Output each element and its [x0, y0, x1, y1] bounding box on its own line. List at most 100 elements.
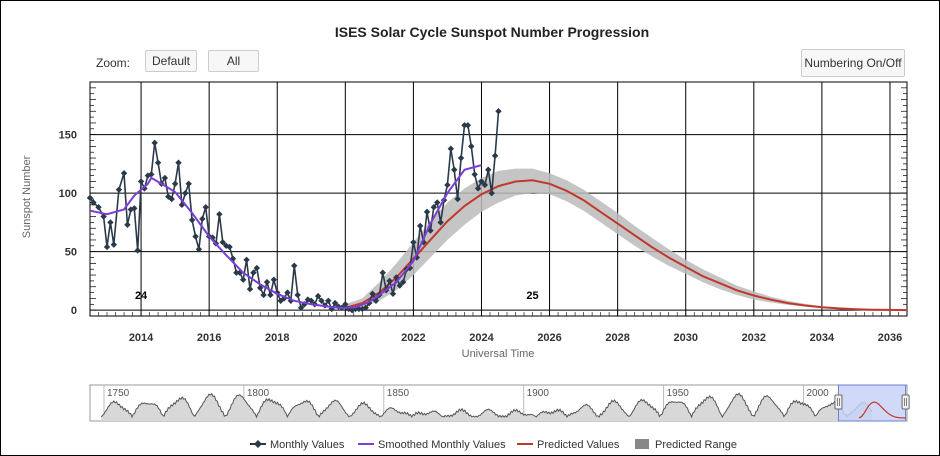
monthly-value-point [451, 166, 458, 173]
monthly-value-point [434, 199, 441, 206]
monthly-value-point [495, 108, 502, 115]
monthly-value-point [386, 277, 393, 285]
legend-item-label: Monthly Values [270, 439, 345, 451]
monthly-value-point [399, 278, 407, 286]
x-tick-label: 2024 [469, 332, 494, 344]
monthly-value-point [199, 215, 206, 223]
monthly-value-point [107, 219, 114, 226]
predicted-values-line [338, 179, 908, 312]
numbering-toggle-button[interactable]: Numbering On/Off [801, 49, 905, 77]
chart-title: ISES Solar Cycle Sunspot Number Progress… [335, 24, 649, 40]
x-tick-label: 2032 [742, 332, 766, 344]
monthly-value-point [464, 122, 472, 129]
monthly-value-point [239, 276, 247, 283]
monthly-value-point [154, 159, 162, 166]
legend-symbol-range [635, 439, 649, 449]
monthly-value-point [488, 189, 495, 197]
monthly-value-point [314, 292, 322, 300]
monthly-value-point [491, 152, 499, 159]
navigator-year-label: 1800 [247, 388, 270, 399]
x-tick-label: 2028 [605, 332, 629, 344]
navigator-year-label: 2000 [806, 388, 829, 399]
monthly-value-point [468, 143, 475, 150]
monthly-value-point [246, 285, 254, 293]
monthly-value-point [195, 246, 203, 253]
monthly-value-point [481, 181, 489, 189]
monthly-value-point [284, 289, 291, 296]
x-tick-label: 2022 [401, 332, 425, 344]
navigator-year-label: 1850 [387, 388, 410, 399]
navigator-right-handle [901, 394, 910, 410]
monthly-value-point [86, 194, 94, 202]
x-tick-label: 2034 [810, 332, 835, 344]
monthly-value-point [253, 264, 261, 272]
monthly-value-point [182, 189, 189, 197]
zoom-label: Zoom: [96, 56, 131, 70]
monthly-value-point [389, 290, 397, 297]
monthly-value-point [115, 186, 123, 193]
monthly-value-point [202, 203, 209, 211]
navigator-prediction-line [858, 401, 906, 419]
monthly-value-point [124, 221, 131, 228]
monthly-value-point [168, 195, 175, 203]
legend-item-label: Smoothed Monthly Values [378, 439, 506, 451]
monthly-value-point [175, 159, 182, 166]
monthly-value-point [165, 193, 172, 200]
monthly-value-point [263, 278, 271, 286]
navigator[interactable]: 1750 1800 1850 1900 1950 2000 [89, 384, 910, 422]
monthly-value-point [137, 178, 145, 185]
monthly-value-point [342, 301, 349, 308]
x-tick-label: 2026 [537, 332, 561, 344]
monthly-value-point [226, 243, 233, 251]
monthly-value-point [171, 180, 179, 187]
monthly-value-point [461, 122, 468, 129]
monthly-value-point [454, 195, 461, 203]
zoom-all-button[interactable]: All [208, 50, 259, 72]
x-tick-label: 2036 [878, 332, 902, 344]
x-tick-label: 2018 [265, 332, 289, 344]
monthly-value-point [110, 241, 118, 248]
monthly-value-point [308, 297, 315, 304]
smoothed-values-line [89, 164, 482, 310]
monthly-value-point [478, 178, 485, 185]
monthly-value-point [148, 171, 155, 178]
navigator-year-label: 1900 [527, 388, 550, 399]
x-axis-title: Universal Time [462, 348, 535, 360]
monthly-value-point [131, 205, 138, 212]
monthly-value-point [474, 185, 482, 192]
monthly-value-point [291, 262, 298, 269]
y-tick-label: 150 [59, 130, 77, 142]
monthly-value-point [90, 199, 97, 206]
monthly-value-point [151, 139, 158, 147]
monthly-value-point [318, 297, 325, 304]
monthly-value-point [369, 290, 376, 297]
navigator-history-line [100, 392, 873, 419]
monthly-value-point [134, 247, 141, 254]
monthly-value-point [417, 222, 424, 230]
monthly-value-point [216, 211, 223, 218]
monthly-value-point [430, 203, 438, 211]
monthly-value-point [457, 154, 465, 162]
x-tick-label: 2020 [333, 332, 357, 344]
monthly-value-point [410, 239, 417, 246]
y-tick-label: 100 [59, 188, 77, 200]
monthly-value-point [120, 170, 128, 177]
monthly-value-point [297, 304, 305, 312]
zoom-default-button[interactable]: Default [145, 50, 197, 72]
monthly-value-point [267, 291, 274, 299]
monthly-value-point [185, 180, 192, 187]
monthly-value-point [161, 174, 169, 182]
monthly-value-point [103, 243, 111, 251]
y-tick-label: 0 [71, 305, 77, 317]
monthly-value-point [250, 269, 257, 276]
monthly-value-point [294, 291, 301, 299]
monthly-value-point [260, 291, 267, 299]
monthly-value-point [447, 145, 455, 152]
x-tick-label: 2014 [129, 332, 154, 344]
monthly-value-point [192, 233, 199, 240]
monthly-value-point [95, 203, 102, 211]
x-tick-label: 2016 [197, 332, 221, 344]
monthly-value-point [325, 297, 332, 304]
monthly-value-point [100, 213, 107, 220]
